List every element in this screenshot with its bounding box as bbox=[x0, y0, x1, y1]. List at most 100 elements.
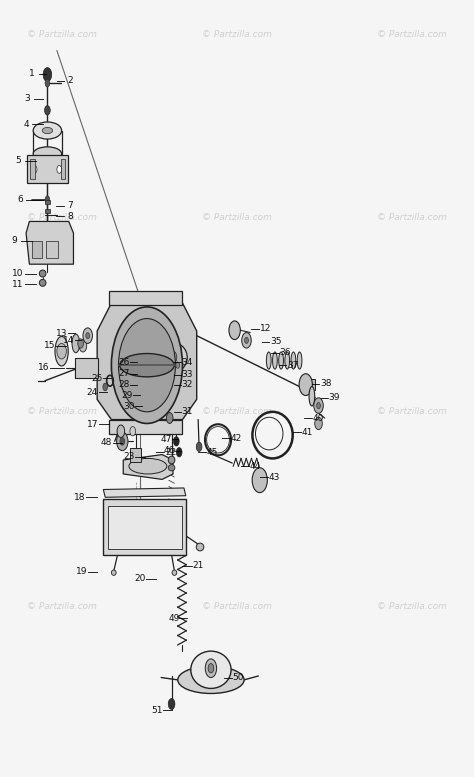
Text: 25: 25 bbox=[91, 374, 103, 383]
Text: 12: 12 bbox=[260, 324, 271, 333]
Bar bbox=[32, 241, 42, 258]
Bar bbox=[130, 448, 141, 462]
Ellipse shape bbox=[33, 147, 62, 161]
Circle shape bbox=[196, 442, 202, 451]
Text: 18: 18 bbox=[74, 493, 85, 502]
Bar bbox=[75, 358, 98, 378]
Ellipse shape bbox=[285, 352, 290, 369]
Circle shape bbox=[32, 166, 37, 173]
Polygon shape bbox=[26, 221, 73, 264]
Circle shape bbox=[169, 351, 177, 364]
Text: 16: 16 bbox=[38, 363, 49, 372]
Text: 29: 29 bbox=[121, 391, 133, 400]
Ellipse shape bbox=[266, 352, 271, 369]
Ellipse shape bbox=[119, 354, 174, 377]
Text: 26: 26 bbox=[118, 357, 130, 367]
Text: 24: 24 bbox=[87, 388, 98, 397]
Ellipse shape bbox=[72, 334, 80, 353]
Bar bbox=[305, 379, 315, 390]
Circle shape bbox=[103, 383, 108, 391]
Circle shape bbox=[86, 333, 90, 339]
Text: 37: 37 bbox=[287, 361, 299, 370]
Text: 48: 48 bbox=[101, 438, 112, 448]
Ellipse shape bbox=[39, 279, 46, 287]
Text: © Partzilla.com: © Partzilla.com bbox=[27, 213, 97, 222]
Text: 31: 31 bbox=[182, 407, 193, 416]
Text: 43: 43 bbox=[268, 472, 280, 482]
Circle shape bbox=[43, 68, 52, 82]
Circle shape bbox=[79, 340, 87, 352]
Bar bbox=[108, 506, 182, 549]
Circle shape bbox=[45, 79, 50, 87]
Circle shape bbox=[135, 377, 140, 385]
Circle shape bbox=[83, 328, 92, 343]
Circle shape bbox=[168, 699, 175, 709]
Text: 23: 23 bbox=[123, 452, 135, 462]
Circle shape bbox=[242, 333, 251, 348]
Circle shape bbox=[176, 362, 180, 368]
Text: © Partzilla.com: © Partzilla.com bbox=[377, 213, 447, 222]
Circle shape bbox=[229, 321, 240, 340]
Circle shape bbox=[57, 343, 66, 359]
Text: © Partzilla.com: © Partzilla.com bbox=[202, 601, 272, 611]
Circle shape bbox=[57, 166, 62, 173]
Text: © Partzilla.com: © Partzilla.com bbox=[202, 213, 272, 222]
Ellipse shape bbox=[191, 651, 231, 688]
Text: 44: 44 bbox=[249, 462, 261, 471]
Bar bbox=[46, 241, 58, 258]
Text: 5: 5 bbox=[15, 156, 21, 166]
Ellipse shape bbox=[168, 456, 175, 464]
Ellipse shape bbox=[39, 270, 46, 277]
Text: 10: 10 bbox=[12, 269, 24, 278]
Bar bbox=[109, 420, 182, 434]
Text: 51: 51 bbox=[152, 706, 163, 715]
Text: © Partzilla.com: © Partzilla.com bbox=[202, 407, 272, 416]
Bar bbox=[45, 200, 50, 204]
Text: 14: 14 bbox=[63, 336, 74, 345]
Text: © Partzilla.com: © Partzilla.com bbox=[377, 407, 447, 416]
Circle shape bbox=[111, 307, 182, 423]
Circle shape bbox=[315, 417, 322, 430]
Ellipse shape bbox=[129, 458, 167, 474]
Circle shape bbox=[208, 664, 214, 673]
Ellipse shape bbox=[172, 570, 177, 575]
Circle shape bbox=[117, 425, 125, 437]
Circle shape bbox=[45, 196, 50, 204]
Text: © Partzilla.com: © Partzilla.com bbox=[27, 30, 97, 40]
Text: 8: 8 bbox=[67, 211, 73, 221]
Text: 11: 11 bbox=[12, 280, 24, 289]
Ellipse shape bbox=[135, 354, 140, 370]
Text: 13: 13 bbox=[56, 329, 67, 338]
Text: 45: 45 bbox=[207, 448, 218, 457]
Ellipse shape bbox=[273, 352, 277, 369]
Circle shape bbox=[317, 402, 320, 409]
Ellipse shape bbox=[196, 543, 204, 551]
Text: 15: 15 bbox=[44, 341, 55, 350]
Ellipse shape bbox=[291, 352, 296, 369]
Text: 47: 47 bbox=[160, 434, 172, 444]
Text: © Partzilla.com: © Partzilla.com bbox=[377, 601, 447, 611]
Circle shape bbox=[173, 437, 179, 446]
Circle shape bbox=[130, 427, 136, 436]
Text: © Partzilla.com: © Partzilla.com bbox=[27, 601, 97, 611]
Text: 40: 40 bbox=[313, 413, 324, 423]
Ellipse shape bbox=[178, 667, 244, 693]
Ellipse shape bbox=[279, 352, 283, 369]
Circle shape bbox=[120, 437, 125, 445]
Circle shape bbox=[139, 399, 144, 406]
Polygon shape bbox=[103, 488, 186, 497]
Bar bbox=[27, 155, 68, 183]
Text: 21: 21 bbox=[192, 561, 204, 570]
Text: 50: 50 bbox=[232, 673, 244, 682]
Circle shape bbox=[162, 354, 165, 361]
Circle shape bbox=[166, 413, 173, 423]
Text: 9: 9 bbox=[11, 236, 17, 246]
Ellipse shape bbox=[159, 343, 187, 372]
Text: 20: 20 bbox=[134, 574, 146, 584]
Polygon shape bbox=[123, 455, 173, 479]
Circle shape bbox=[140, 379, 144, 385]
Polygon shape bbox=[97, 303, 197, 420]
Circle shape bbox=[78, 339, 83, 348]
Text: © Partzilla.com: © Partzilla.com bbox=[377, 30, 447, 40]
Text: 6: 6 bbox=[17, 195, 23, 204]
